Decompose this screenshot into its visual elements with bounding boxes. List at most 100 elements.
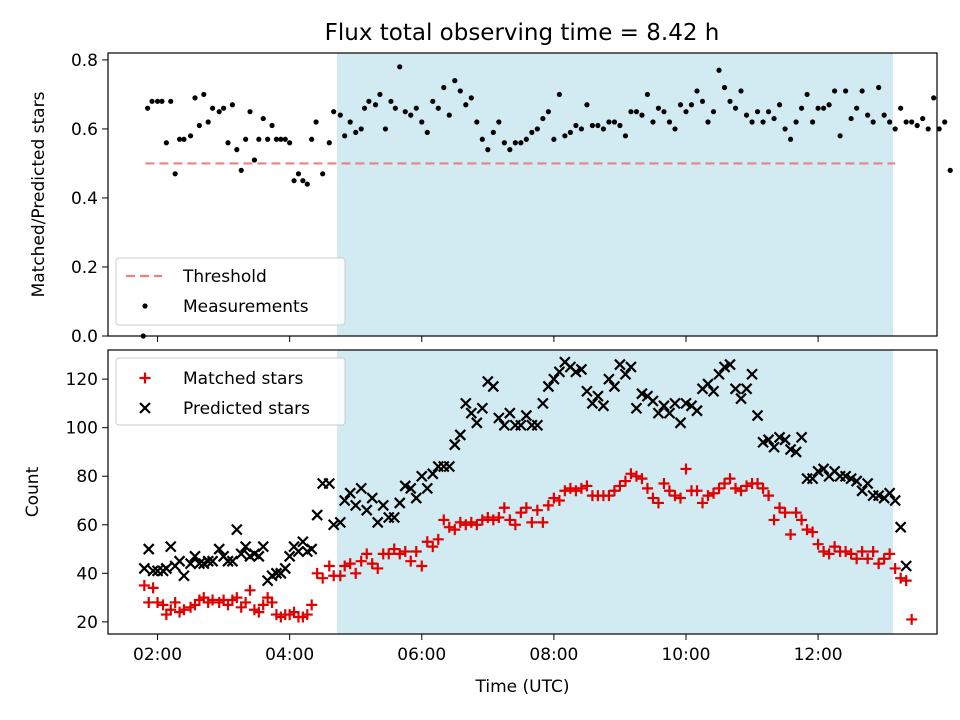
measurement-point xyxy=(661,109,667,115)
matched-star-point xyxy=(889,562,901,574)
measurement-point xyxy=(291,178,297,184)
x-tick-label: 02:00 xyxy=(133,645,182,665)
predicted-star-point xyxy=(630,402,643,415)
predicted-star-point xyxy=(515,419,527,432)
matched-star-point xyxy=(619,475,631,487)
matched-star-point xyxy=(884,548,896,560)
y-tick-label: 100 xyxy=(66,419,98,439)
matched-star-point xyxy=(323,560,335,572)
predicted-star-point xyxy=(202,555,214,567)
predicted-star-point xyxy=(443,460,456,473)
measurement-point xyxy=(159,98,165,104)
measurement-point xyxy=(854,105,860,111)
matched-star-point xyxy=(350,567,362,579)
matched-star-point xyxy=(454,516,466,528)
measurement-point xyxy=(523,136,529,142)
matched-star-point xyxy=(702,490,714,502)
measurement-point xyxy=(771,115,777,122)
measurement-point xyxy=(216,109,222,115)
predicted-star-point xyxy=(213,543,225,555)
measurement-point xyxy=(331,109,337,115)
measurement-point xyxy=(677,102,684,108)
predicted-star-point xyxy=(164,540,177,553)
measurement-point xyxy=(920,115,926,122)
measurement-point xyxy=(848,115,854,122)
measurement-point xyxy=(366,98,372,104)
matched-star-point xyxy=(790,507,802,519)
predicted-star-point xyxy=(323,477,336,490)
legend-predicted-swatch xyxy=(139,402,151,414)
measurement-point xyxy=(209,105,216,111)
matched-star-point xyxy=(636,473,648,485)
predicted-star-point xyxy=(542,380,555,393)
matched-star-point xyxy=(763,490,775,502)
matched-star-point xyxy=(421,536,433,548)
measurement-point xyxy=(225,140,231,146)
matched-star-point xyxy=(266,596,278,608)
predicted-star-point xyxy=(193,557,206,570)
matched-star-point xyxy=(895,572,907,584)
matched-star-point xyxy=(306,599,318,611)
measurement-point xyxy=(760,119,766,125)
predicted-star-point xyxy=(338,494,351,507)
measurement-point xyxy=(798,105,805,111)
predicted-star-point xyxy=(597,400,610,412)
matched-star-point xyxy=(432,533,444,545)
matched-star-point xyxy=(807,526,819,538)
measurement-point xyxy=(181,136,187,142)
predicted-star-point xyxy=(674,417,687,429)
matched-star-point xyxy=(465,516,477,528)
matched-star-point xyxy=(366,558,378,570)
measurement-point xyxy=(304,181,310,187)
measurement-point xyxy=(326,140,332,146)
matched-star-point xyxy=(152,596,164,608)
matched-star-point xyxy=(339,560,351,572)
measurement-point xyxy=(320,171,326,177)
matched-star-point xyxy=(504,514,516,526)
measurement-point xyxy=(556,91,562,98)
legend-matched-swatch xyxy=(139,372,151,384)
measurement-point xyxy=(295,171,302,177)
matched-star-point xyxy=(873,558,885,570)
matched-star-point xyxy=(344,558,356,570)
predicted-star-point xyxy=(548,373,560,385)
measurement-point xyxy=(666,119,673,125)
predicted-star-point xyxy=(575,363,588,376)
predicted-star-point xyxy=(410,492,423,504)
matched-star-point xyxy=(630,470,642,482)
measurement-point xyxy=(738,88,744,94)
predicted-star-point xyxy=(806,472,819,485)
measurement-point xyxy=(309,136,315,142)
predicted-star-point xyxy=(327,518,340,531)
predicted-star-point xyxy=(713,368,725,381)
y-tick-label: 40 xyxy=(76,564,98,584)
matched-star-point xyxy=(476,514,488,526)
y-tick-label: 80 xyxy=(76,467,98,487)
y-tick-label: 0.6 xyxy=(71,120,98,140)
predicted-star-point xyxy=(751,409,764,422)
matched-star-point xyxy=(301,609,313,621)
matched-star-point xyxy=(240,596,252,608)
measurement-point xyxy=(942,119,948,125)
measurement-point xyxy=(793,119,799,125)
measurement-point xyxy=(402,109,408,115)
measurement-point xyxy=(859,88,865,94)
measurement-point xyxy=(925,126,931,132)
measurement-point xyxy=(672,126,678,132)
measurement-point xyxy=(881,112,887,118)
measurement-point xyxy=(187,133,194,139)
measurement-point xyxy=(837,133,843,139)
measurement-point xyxy=(754,109,761,115)
predicted-star-point xyxy=(817,463,830,475)
matched-star-point xyxy=(663,485,675,497)
measurement-point xyxy=(865,112,871,118)
predicted-star-point xyxy=(581,385,593,398)
measurement-point xyxy=(282,136,288,142)
x-tick-label: 12:00 xyxy=(794,645,843,665)
measurement-point xyxy=(446,112,452,118)
matched-star-point xyxy=(553,494,565,506)
measurement-point xyxy=(821,105,827,111)
matched-star-point xyxy=(253,606,265,618)
matched-star-point xyxy=(244,584,256,596)
ratio-panel: 0.00.20.40.60.8 Matched/Predicted stars … xyxy=(29,51,953,347)
